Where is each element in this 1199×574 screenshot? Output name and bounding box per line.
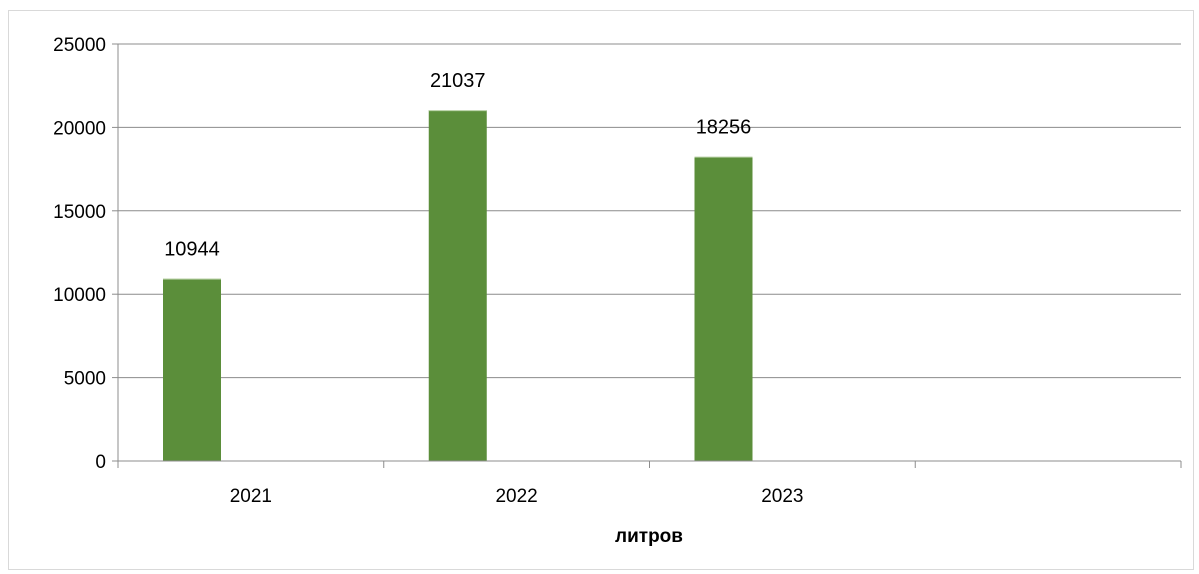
x-axis-title: литров [615, 526, 683, 547]
data-label: 10944 [164, 238, 220, 260]
data-label: 18256 [696, 116, 752, 138]
y-tick-label: 5000 [64, 369, 106, 390]
data-label: 21037 [430, 70, 486, 92]
bar [163, 278, 221, 461]
y-tick-label: 20000 [53, 118, 106, 139]
y-tick-label: 25000 [53, 35, 106, 56]
x-tick-label: 2021 [230, 486, 272, 507]
y-tick-label: 0 [95, 452, 106, 473]
bars [163, 110, 753, 461]
x-tick-label: 2023 [761, 486, 803, 507]
x-tick-label: 2022 [495, 486, 537, 507]
y-tick-labels: 0 5000 10000 15000 20000 25000 [53, 35, 106, 473]
bar [694, 156, 753, 461]
y-tick-label: 15000 [53, 202, 106, 223]
axes [117, 44, 1182, 468]
bar [428, 110, 487, 461]
data-labels: 10944 21037 18256 [164, 70, 751, 260]
y-tick-label: 10000 [53, 285, 106, 306]
gridlines [112, 43, 1181, 462]
x-tick-labels: 2021 2022 2023 [230, 486, 804, 507]
